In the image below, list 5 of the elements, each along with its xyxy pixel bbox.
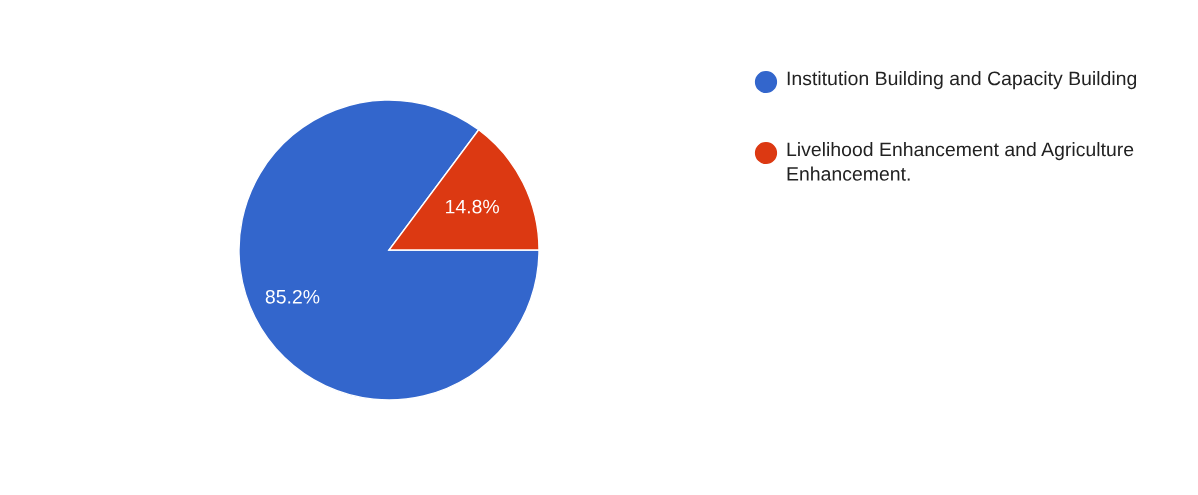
legend-label: Livelihood Enhancement and Agriculture Enhancement. — [787, 142, 1134, 181]
data-label: 14.8% — [446, 199, 499, 214]
legend-label: Institution Building and Capacity Building — [787, 71, 1137, 90]
pie-slice — [238, 99, 540, 401]
data-label: 85.2% — [265, 289, 320, 304]
